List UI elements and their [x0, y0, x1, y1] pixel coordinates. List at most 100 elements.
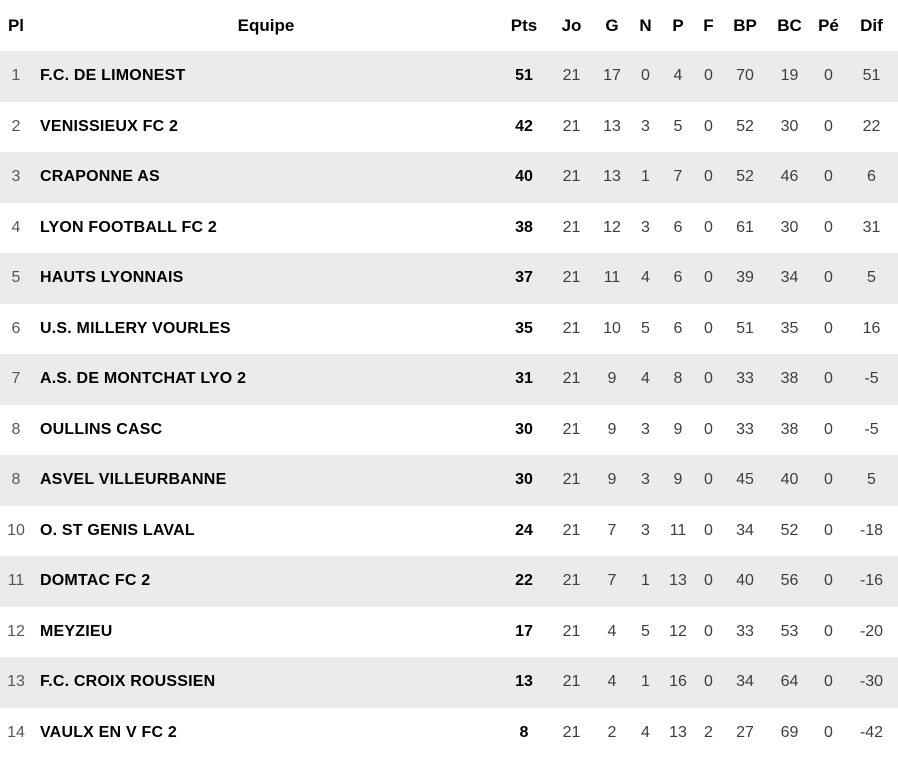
cell-bc: 30: [780, 117, 799, 135]
cell-jo: 21: [562, 370, 581, 388]
cell-equipe: O. ST GENIS LAVAL: [40, 521, 195, 539]
cell-n: 3: [641, 117, 650, 135]
cell-jo: 21: [562, 471, 581, 489]
cell-jo: 21: [562, 218, 581, 236]
header-cell-bc: BC: [777, 15, 802, 35]
table-row: 8 OULLINS CASC 30 21 9 3 9 0 33 38 0 -5: [0, 404, 898, 455]
header-cell-pe: Pé: [818, 15, 839, 35]
cell-pl: 13: [7, 673, 25, 691]
cell-n: 4: [641, 370, 650, 388]
cell-dif: 16: [862, 319, 881, 337]
header-cell-pl: Pl: [7, 15, 25, 35]
cell-pl: 8: [11, 420, 21, 438]
cell-jo: 21: [562, 572, 581, 590]
table-row: 10 O. ST GENIS LAVAL 24 21 7 3 11 0 34 52 0 -18: [0, 505, 898, 556]
cell-bc: 38: [780, 420, 799, 438]
cell-f: 0: [704, 622, 713, 640]
cell-n: 3: [641, 471, 650, 489]
table-row: 2 VENISSIEUX FC 2 42 21 13 3 5 0 52 30 0 22: [0, 101, 898, 152]
cell-g: 13: [603, 168, 621, 186]
cell-f: 0: [704, 218, 713, 236]
cell-pl: 3: [11, 168, 21, 186]
cell-g: 13: [603, 117, 621, 135]
cell-equipe: MEYZIEU: [40, 622, 113, 640]
cell-pl: 6: [11, 319, 21, 337]
cell-jo: 21: [562, 168, 581, 186]
cell-p: 16: [669, 673, 687, 691]
cell-bp: 34: [736, 521, 754, 539]
cell-p: 9: [673, 471, 683, 489]
cell-n: 5: [641, 622, 650, 640]
cell-n: 3: [641, 218, 650, 236]
cell-g: 12: [603, 218, 621, 236]
cell-g: 17: [603, 67, 621, 85]
header-row: Pl Equipe Pts Jo G N P F BP BC Pé Dif: [0, 0, 898, 51]
cell-pl: 1: [11, 67, 21, 85]
cell-pts: 24: [515, 521, 533, 539]
cell-pl: 12: [7, 622, 25, 640]
cell-pts: 40: [515, 168, 533, 186]
cell-equipe: LYON FOOTBALL FC 2: [40, 218, 217, 236]
cell-equipe: F.C. DE LIMONEST: [40, 67, 186, 85]
cell-equipe: DOMTAC FC 2: [40, 572, 151, 590]
cell-pl: 7: [11, 370, 21, 388]
cell-pe: 0: [824, 67, 833, 85]
header-cell-bp: BP: [733, 15, 757, 35]
cell-f: 0: [704, 117, 713, 135]
cell-jo: 21: [562, 269, 581, 287]
header-cell-p: P: [672, 15, 684, 35]
cell-pe: 0: [824, 420, 833, 438]
table-header: Pl Equipe Pts Jo G N P F BP BC Pé Dif: [0, 0, 898, 51]
table-row: 8 ASVEL VILLEURBANNE 30 21 9 3 9 0 45 40 0 5: [0, 455, 898, 506]
cell-f: 0: [704, 67, 713, 85]
cell-p: 8: [673, 370, 683, 388]
header-cell-g: G: [605, 15, 619, 35]
cell-n: 1: [641, 673, 650, 691]
cell-bc: 34: [780, 269, 799, 287]
cell-bp: 33: [736, 370, 754, 388]
cell-pts: 38: [515, 218, 533, 236]
cell-equipe: HAUTS LYONNAIS: [40, 269, 184, 287]
cell-bp: 51: [736, 319, 754, 337]
cell-g: 4: [607, 622, 617, 640]
cell-pts: 8: [519, 723, 529, 741]
cell-f: 0: [704, 319, 713, 337]
cell-dif: -18: [859, 521, 884, 539]
cell-bp: 40: [736, 572, 754, 590]
cell-equipe: F.C. CROIX ROUSSIEN: [40, 673, 216, 691]
cell-dif: 5: [867, 471, 876, 489]
cell-pts: 22: [515, 572, 533, 590]
cell-bc: 52: [780, 521, 799, 539]
cell-pts: 35: [515, 319, 533, 337]
cell-pe: 0: [824, 723, 833, 741]
cell-bp: 45: [736, 471, 754, 489]
cell-dif: -5: [864, 420, 879, 438]
cell-g: 9: [607, 420, 617, 438]
table-row: 3 CRAPONNE AS 40 21 13 1 7 0 52 46 0 6: [0, 152, 898, 203]
table-row: 7 A.S. DE MONTCHAT LYO 2 31 21 9 4 8 0 33 38 0 -5: [0, 354, 898, 405]
cell-p: 6: [673, 269, 683, 287]
cell-n: 4: [641, 723, 650, 741]
cell-dif: 6: [867, 168, 876, 186]
cell-dif: 5: [867, 269, 876, 287]
header-cell-jo: Jo: [561, 15, 582, 35]
cell-p: 12: [669, 622, 687, 640]
cell-dif: -5: [864, 370, 879, 388]
cell-pts: 17: [515, 622, 533, 640]
cell-bp: 33: [736, 622, 754, 640]
cell-g: 11: [603, 269, 621, 287]
cell-f: 0: [704, 471, 713, 489]
cell-p: 6: [673, 319, 683, 337]
cell-bp: 27: [736, 723, 754, 741]
cell-pl: 5: [11, 269, 21, 287]
header-cell-n: N: [639, 15, 652, 35]
cell-p: 6: [673, 218, 683, 236]
cell-equipe: A.S. DE MONTCHAT LYO 2: [40, 370, 247, 388]
cell-p: 13: [669, 572, 687, 590]
cell-bp: 52: [736, 117, 754, 135]
cell-n: 5: [641, 319, 650, 337]
header-cell-pts: Pts: [510, 15, 538, 35]
cell-g: 10: [603, 319, 621, 337]
cell-pl: 8: [11, 471, 21, 489]
